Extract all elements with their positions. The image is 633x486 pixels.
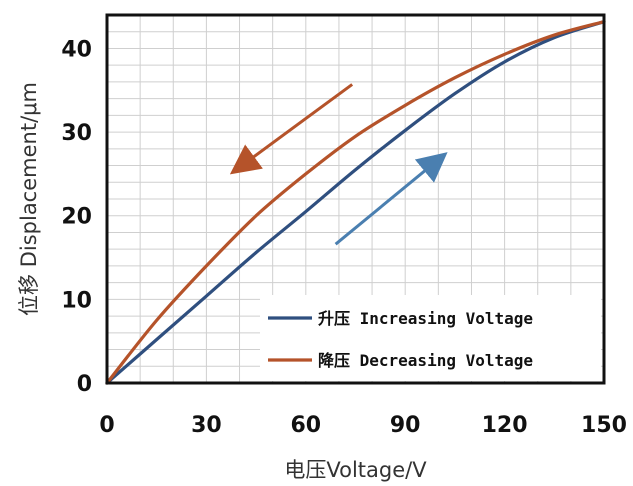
y-tick-label: 0: [77, 372, 92, 397]
data-series: [105, 20, 606, 385]
x-tick-label: 150: [581, 413, 627, 438]
legend: 升压 Increasing Voltage 降压 Decreasing Volta…: [260, 295, 601, 381]
y-tick-label: 40: [61, 37, 92, 62]
y-tick-label: 30: [61, 121, 92, 146]
plot-frame: [105, 13, 606, 385]
series-line-2: [105, 20, 606, 385]
x-tick-label: 120: [482, 413, 528, 438]
y-axis-ticks: 0 10 20 30 40: [61, 37, 92, 397]
y-tick-label: 20: [61, 205, 92, 230]
series-line-1: [105, 20, 606, 385]
decreasing-direction-arrow: [229, 83, 354, 175]
y-axis-title: 位移 Displacement/μm: [17, 82, 41, 316]
x-axis-title: 电压Voltage/V: [284, 458, 427, 482]
x-tick-label: 0: [99, 413, 114, 438]
direction-arrows: [229, 83, 448, 246]
legend-background: [260, 295, 601, 381]
legend-label: 升压 Increasing Voltage: [318, 309, 533, 328]
x-tick-label: 90: [390, 413, 421, 438]
x-axis-ticks: 0 30 60 90 120 150: [99, 413, 627, 438]
y-tick-label: 10: [61, 288, 92, 313]
legend-label: 降压 Decreasing Voltage: [318, 351, 533, 370]
increasing-direction-arrow: [334, 152, 448, 246]
x-tick-label: 60: [290, 413, 321, 438]
x-tick-label: 30: [191, 413, 222, 438]
